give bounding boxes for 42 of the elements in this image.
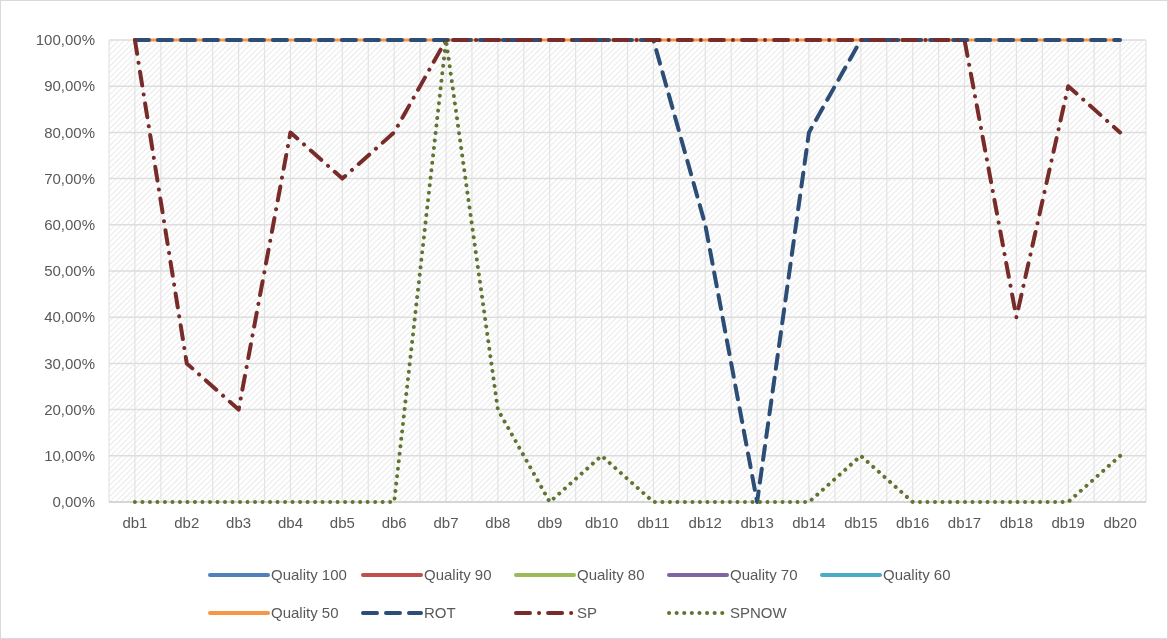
x-tick-label: db1 [122, 514, 148, 531]
x-tick-label: db20 [1103, 514, 1137, 531]
x-tick-label: db7 [433, 514, 459, 531]
x-tick-label: db9 [537, 514, 563, 531]
y-tick-label: 30,00% [44, 354, 95, 372]
y-tick-label: 0,00% [52, 493, 95, 511]
x-tick-label: db4 [277, 514, 303, 531]
x-tick-label: db2 [174, 514, 200, 531]
legend-label: SPNOW [730, 604, 788, 622]
x-tick-label: db5 [329, 514, 355, 531]
legend-label: ROT [424, 604, 456, 622]
y-tick-label: 50,00% [44, 262, 95, 280]
line-series [132, 38, 1123, 412]
y-tick-label: 100,00% [35, 31, 95, 49]
legend-label: Quality 90 [424, 566, 492, 584]
legend-label: SP [577, 604, 598, 622]
x-tick-label: db12 [688, 514, 722, 531]
x-tick-label: db13 [740, 514, 774, 531]
x-tick-label: db16 [895, 514, 930, 531]
legend-label: Quality 80 [577, 566, 645, 584]
x-tick-label: db6 [381, 514, 407, 531]
line-series [132, 38, 1123, 504]
x-tick-label: db15 [844, 514, 878, 531]
legend-label: Quality 50 [271, 604, 339, 622]
y-tick-label: 20,00% [44, 400, 95, 418]
y-tick-label: 10,00% [44, 447, 95, 465]
x-tick-label: db10 [584, 514, 619, 531]
x-tick-label: db8 [485, 514, 511, 531]
legend-label: Quality 60 [883, 566, 951, 584]
y-tick-label: 70,00% [44, 169, 95, 187]
y-tick-label: 40,00% [44, 308, 95, 326]
x-tick-label: db3 [226, 514, 252, 531]
legend-label: Quality 100 [271, 566, 347, 584]
legend-label: Quality 70 [730, 566, 798, 584]
y-tick-label: 60,00% [44, 216, 95, 234]
x-tick-label: db11 [637, 514, 670, 531]
y-tick-label: 80,00% [44, 123, 95, 141]
x-tick-label: db19 [1051, 514, 1085, 531]
x-tick-label: db14 [792, 514, 826, 531]
y-tick-label: 90,00% [44, 77, 95, 95]
x-tick-label: db17 [947, 514, 982, 531]
x-tick-label: db18 [999, 514, 1034, 531]
